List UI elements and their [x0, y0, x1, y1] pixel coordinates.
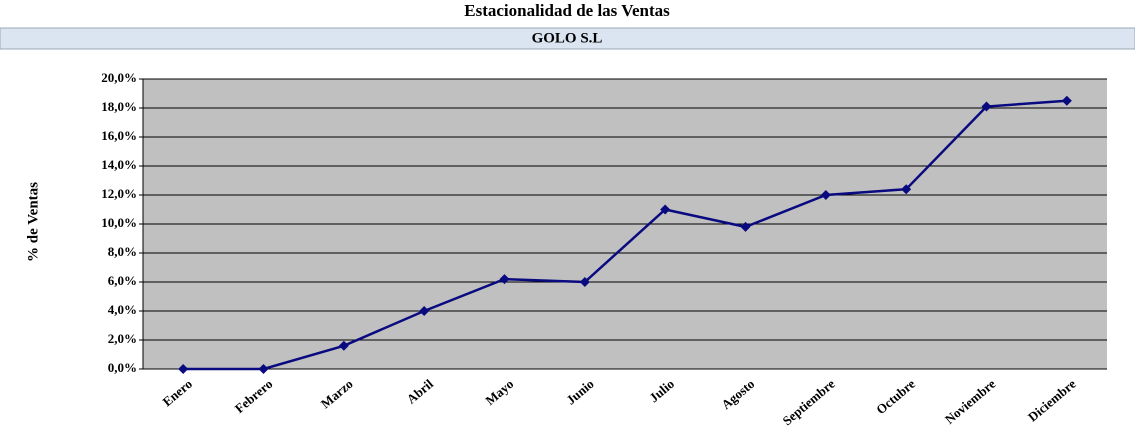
y-tick-label: 6,0%: [108, 273, 137, 288]
x-tick-label: Enero: [160, 376, 195, 409]
x-tick-label: Diciembre: [1025, 376, 1079, 425]
subtitle-band: [0, 27, 1135, 50]
y-tick-label: 12,0%: [101, 186, 137, 201]
chart-title: Estacionalidad de las Ventas: [464, 1, 670, 20]
x-tick-label: Agosto: [718, 376, 757, 412]
data-point: [178, 364, 189, 374]
y-tick-label: 10,0%: [101, 215, 137, 230]
x-tick-label: Junio: [563, 376, 596, 407]
y-tick-label: 8,0%: [108, 244, 137, 259]
data-point: [338, 340, 349, 351]
y-tick-label: 18,0%: [101, 99, 137, 114]
y-tick-label: 16,0%: [101, 128, 137, 143]
x-tick-label: Julio: [646, 376, 677, 405]
chart-subtitle: GOLO S.L: [532, 30, 603, 46]
y-tick-label: 14,0%: [101, 157, 137, 172]
data-point: [901, 184, 912, 195]
y-tick-label: 4,0%: [108, 302, 137, 317]
data-point: [579, 277, 590, 287]
data-line: [183, 99, 1067, 371]
data-point: [981, 101, 992, 112]
data-point: [1061, 95, 1072, 106]
x-tick-label: Octubre: [873, 376, 918, 417]
data-point: [820, 190, 831, 200]
data-point: [740, 221, 751, 232]
x-tick-label: Abril: [404, 376, 437, 407]
x-tick-label: Mayo: [482, 376, 516, 408]
data-point: [499, 274, 510, 285]
data-point: [258, 364, 269, 374]
x-tick-label: Marzo: [318, 376, 356, 411]
x-tick-label: Septiembre: [780, 376, 838, 428]
x-tick-label: Febrero: [232, 376, 276, 416]
y-tick-label: 0,0%: [108, 360, 137, 375]
data-point: [660, 204, 671, 215]
y-tick-label: 2,0%: [108, 331, 137, 346]
y-tick-label: 20,0%: [101, 70, 137, 85]
x-tick-label: Noviembre: [942, 376, 999, 427]
data-point: [419, 306, 430, 316]
y-axis-label: % de Ventas: [25, 182, 41, 262]
